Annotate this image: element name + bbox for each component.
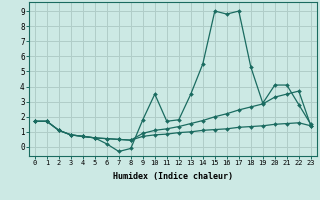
X-axis label: Humidex (Indice chaleur): Humidex (Indice chaleur) xyxy=(113,172,233,181)
